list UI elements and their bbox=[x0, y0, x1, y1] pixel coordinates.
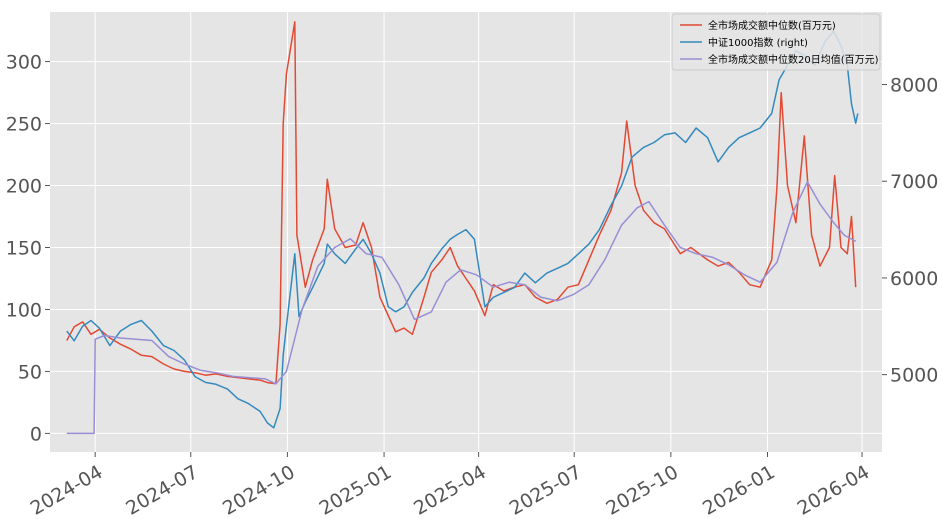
legend-label-1: 中证1000指数 (right) bbox=[708, 36, 808, 49]
right-y-tick-label: 8000 bbox=[890, 75, 938, 97]
left-y-tick-label: 150 bbox=[6, 237, 42, 259]
series-line-1 bbox=[66, 30, 859, 429]
left-y-tick-label: 250 bbox=[6, 114, 42, 136]
x-tick-label: 2024-10 bbox=[219, 461, 299, 519]
grid-lines bbox=[50, 12, 882, 452]
x-tick-label: 2024-07 bbox=[122, 461, 202, 519]
left-y-axis: 0 50 100 150 200 250 300 bbox=[6, 52, 50, 445]
series-layer bbox=[66, 21, 859, 435]
legend-label-2: 全市场成交额中位数20日均值(百万元) bbox=[708, 53, 879, 66]
x-tick-label: 2025-10 bbox=[602, 461, 682, 519]
legend: 全市场成交额中位数(百万元) 中证1000指数 (right) 全市场成交额中位数2… bbox=[671, 13, 881, 71]
x-tick-label: 2026-01 bbox=[699, 461, 779, 519]
plot-area bbox=[50, 12, 882, 452]
series-line-2 bbox=[66, 181, 857, 435]
legend-label-0: 全市场成交额中位数(百万元) bbox=[708, 19, 836, 32]
right-y-tick-label: 6000 bbox=[890, 268, 938, 290]
left-y-tick-label: 200 bbox=[6, 176, 42, 198]
x-tick-label: 2026-04 bbox=[794, 461, 874, 519]
right-y-tick-label: 5000 bbox=[890, 365, 938, 387]
series-line-0 bbox=[66, 21, 857, 385]
left-y-tick-label: 300 bbox=[6, 52, 42, 74]
x-tick-label: 2025-04 bbox=[410, 461, 490, 519]
right-y-tick-label: 7000 bbox=[890, 171, 938, 193]
legend-box bbox=[671, 13, 881, 71]
x-tick-label: 2025-07 bbox=[506, 461, 586, 519]
x-tick-label: 2024-04 bbox=[27, 461, 107, 519]
left-y-tick-label: 0 bbox=[30, 423, 42, 445]
right-y-axis: 5000 6000 7000 8000 bbox=[882, 75, 938, 387]
x-axis: 2024-04 2024-07 2024-10 2025-01 2025-04 2025-… bbox=[27, 452, 874, 519]
x-tick-label: 2025-01 bbox=[316, 461, 396, 519]
left-y-tick-label: 50 bbox=[18, 361, 42, 383]
left-y-tick-label: 100 bbox=[6, 299, 42, 321]
